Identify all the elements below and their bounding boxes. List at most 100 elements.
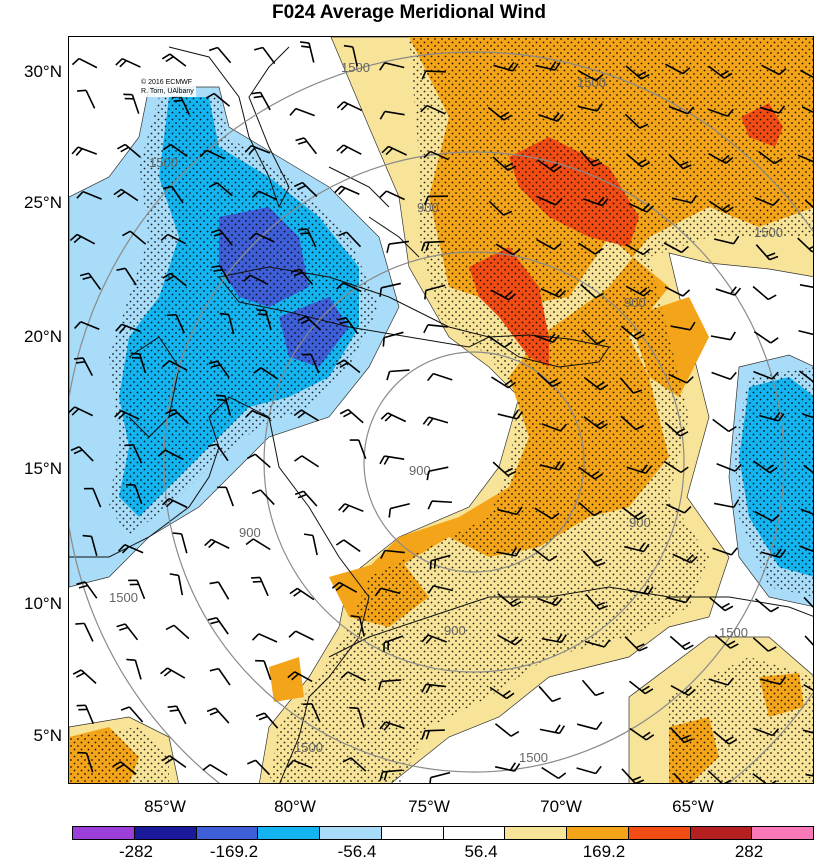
wind-barb-flag [165,757,174,764]
wind-barb [164,449,184,460]
wind-barb-flag [638,542,646,551]
wind-barb-flag [297,315,307,322]
wind-barb [175,705,187,725]
wind-barb [493,64,513,72]
wind-barb [536,238,555,251]
wind-barb-flag [683,738,693,744]
wind-barb [227,314,235,335]
wind-barb-flag [213,269,223,272]
wind-barb-flag [120,146,129,153]
wind-barb-flag [721,154,730,162]
wind-barb [707,770,723,783]
wind-barb-flag [777,413,785,422]
wind-barb-flag [429,560,432,570]
wind-barb [136,579,146,600]
wind-barb [539,728,560,735]
wind-barb-flag [724,605,734,612]
wind-barb-flag [638,646,648,652]
wind-barb-flag [643,585,650,594]
wind-barb-flag [295,137,305,142]
wind-barb-flag [558,290,567,298]
wind-barb [754,598,772,613]
wind-barb [804,199,813,209]
wind-barb-flag [169,573,179,577]
wind-barb-flag [721,602,730,609]
wind-barb-flag [338,231,348,237]
wind-barb [424,729,445,732]
yucatan-coast [128,336,180,438]
wind-barb-flag [642,731,651,739]
wind-barb-flag [382,337,385,347]
wind-barb-flag [723,72,733,79]
wind-barb-flag [426,471,430,481]
wind-barb-flag [504,467,514,474]
latitude-label: 25°N [24,193,62,212]
positive-band-orange-pocket-1 [269,657,304,702]
wind-barb [300,409,319,422]
wind-barb-flag [729,331,736,341]
wind-barb-flag [595,74,604,82]
wind-barb [301,182,318,198]
wind-barb [168,360,188,371]
wind-barb [532,547,550,562]
colorbar-segment [196,827,259,839]
wind-barb-flag [425,241,430,252]
wind-barb-flag [500,111,509,118]
wind-barb [628,202,648,213]
wind-barb-flag [255,712,265,718]
wind-barb-flag [120,706,130,711]
wind-barb-flag [424,290,427,300]
wind-barb [352,46,358,67]
coastlines [69,46,813,783]
wind-barb-flag [560,634,567,643]
wind-barb [170,272,187,287]
wind-barb-flag [219,312,229,316]
wind-barb [433,585,454,592]
wind-barb [712,547,732,556]
wind-barb [487,335,505,348]
wind-barb-flag [161,53,171,60]
wind-barb [169,755,187,768]
wind-barb-flag [775,548,782,557]
wind-barb [250,144,271,154]
wind-barb [173,409,189,425]
wind-barb [539,464,560,471]
wind-barb-flag [506,692,515,700]
wind-barb [382,769,403,773]
wind-barb-flag [502,690,511,697]
wind-barb [357,439,367,460]
wind-barb-flag [551,596,559,605]
wind-barb-flag [386,371,391,381]
wind-barb [541,766,559,780]
wind-barb [213,92,231,107]
wind-barb [78,57,98,69]
latitude-label: 20°N [24,327,62,346]
wind-barb [798,329,813,336]
wind-barb [124,623,139,641]
wind-barb-flag [298,140,308,145]
wind-barb-flag [515,547,522,557]
ring-label: 900 [417,200,439,215]
wind-barb [577,105,598,112]
wind-barb [120,188,139,202]
wind-barb-flag [337,316,347,321]
wind-barb [430,150,449,161]
wind-barb-flag [247,759,256,765]
wind-barb [249,274,269,286]
wind-barb-flag [294,455,303,462]
wind-barb-flag [636,333,645,340]
wind-barb-flag [686,376,694,384]
wind-barb [387,412,407,423]
wind-barb-flag [76,361,86,364]
wind-barb-flag [73,235,82,244]
wind-barb-flag [690,555,698,564]
wind-barb [427,634,448,643]
wind-barb [496,551,517,557]
wind-barb [425,70,446,73]
wind-barb [388,240,409,245]
cuba-coast [218,266,491,348]
wind-barb-flag [685,644,694,651]
wind-barb-flag [424,196,429,206]
credit-text: © 2016 ECMWF R. Torn, UAlbany [139,77,196,97]
wind-barb [134,659,142,680]
